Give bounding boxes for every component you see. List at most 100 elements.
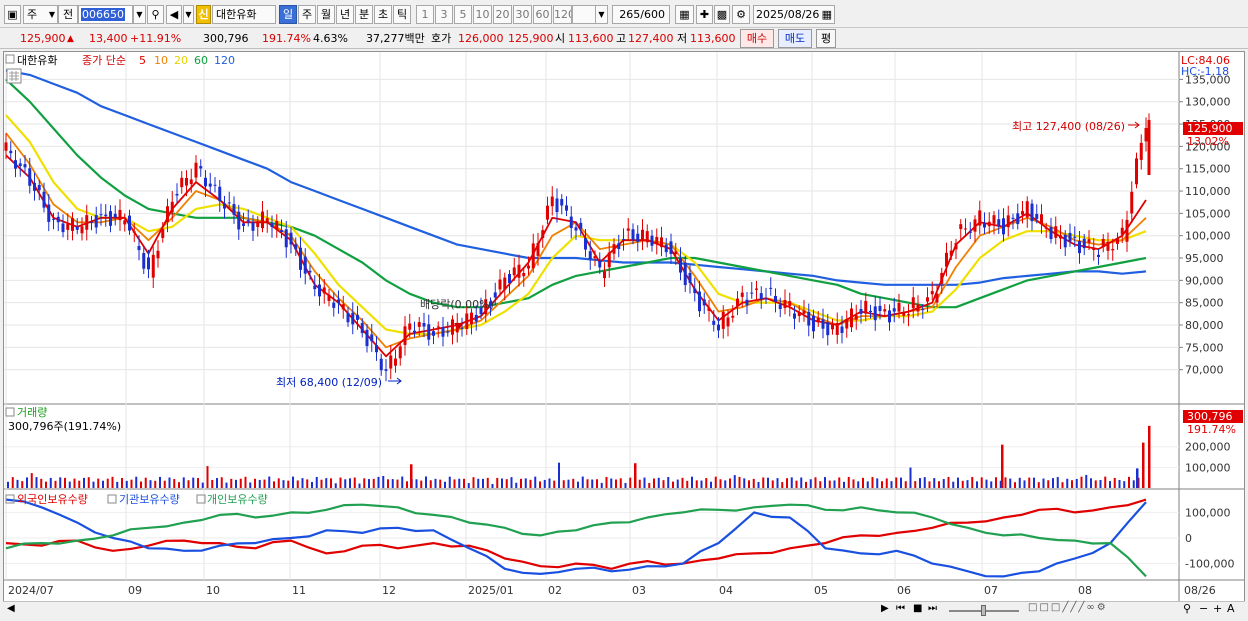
candle-body — [118, 209, 122, 221]
period-tab[interactable]: 분 — [355, 5, 373, 24]
scroll-left-icon[interactable]: ◀ — [7, 603, 15, 614]
candle-body — [322, 287, 326, 294]
volume-badge — [1183, 410, 1243, 423]
period-tab[interactable]: 일 — [279, 5, 297, 24]
chart-area[interactable]: 135,000130,000125,000120,000115,000110,0… — [3, 51, 1245, 602]
window-icon[interactable]: ▣ — [4, 5, 21, 24]
minute-dropdown-icon[interactable]: ▼ — [595, 5, 608, 24]
axis-labels: 135,000130,000125,000120,000115,000110,0… — [8, 73, 1234, 597]
period-tab[interactable]: 초 — [374, 5, 392, 24]
xaxis-label: 08/26 — [1184, 584, 1216, 597]
candle-body — [788, 301, 792, 306]
volume-bar — [277, 478, 280, 488]
minute-tab[interactable]: 30 — [513, 5, 532, 24]
volume-bar — [301, 478, 304, 488]
high-label: 고 — [616, 32, 627, 45]
calendar-icon[interactable]: ▦ — [821, 8, 832, 21]
candle-type-icon[interactable]: ▦ — [675, 5, 694, 24]
zoom-in-icon[interactable]: + — [1213, 602, 1223, 615]
volume-bar — [102, 480, 104, 488]
candle-body — [318, 284, 321, 297]
date-field[interactable]: 2025/08/26 ▦ — [753, 5, 835, 24]
candle-body — [1021, 211, 1024, 215]
zoom-search-icon[interactable]: ⚲ — [1183, 602, 1192, 615]
volume-bar — [458, 478, 461, 488]
candle-body — [218, 186, 222, 202]
candle-body — [1130, 191, 1134, 214]
drawing-tools-icons[interactable]: □□□╱╱╱∞⚙ — [1028, 602, 1108, 613]
candle-body — [565, 205, 568, 211]
market-select[interactable]: 주 ▼ — [23, 5, 58, 24]
zoom-out-icon[interactable]: − — [1199, 602, 1209, 615]
speaker-dropdown-icon[interactable]: ▼ — [183, 5, 194, 24]
volume-bar — [463, 478, 465, 488]
candle-body — [1044, 227, 1048, 229]
minute-tab[interactable]: 1 — [416, 5, 434, 24]
gear-icon[interactable]: ⚙ — [732, 5, 750, 24]
volume-last-bar — [1148, 425, 1151, 488]
stop-icon[interactable]: ■ — [913, 603, 923, 614]
zoom-slider-thumb[interactable] — [981, 605, 986, 616]
eval-button[interactable]: 평 — [816, 29, 836, 48]
volume-bar — [819, 481, 822, 488]
period-tab[interactable]: 월 — [317, 5, 335, 24]
volume-bar — [482, 478, 484, 488]
volume-ratio: 191.74% — [262, 32, 311, 45]
volume-bar — [491, 484, 494, 488]
minute-tab[interactable]: 5 — [454, 5, 472, 24]
code-input[interactable]: 006650 — [78, 5, 133, 24]
volume-bar — [1033, 477, 1035, 488]
volume-bar — [244, 476, 247, 488]
candle-body — [1111, 249, 1115, 251]
period-tab[interactable]: 주 — [298, 5, 316, 24]
volume-bar — [653, 478, 655, 488]
volume-bar — [420, 480, 423, 488]
minute-tab[interactable]: 120 — [553, 5, 572, 24]
ma5-legend: 5 — [139, 54, 146, 67]
candle-body — [489, 301, 492, 306]
volume-bar — [1118, 479, 1121, 488]
code-dropdown-icon[interactable]: ▼ — [133, 5, 146, 24]
sell-button[interactable]: 매도 — [778, 29, 812, 48]
minute-tab[interactable]: 20 — [493, 5, 512, 24]
first-icon[interactable]: ⏮ — [896, 603, 905, 614]
candle-body — [313, 285, 317, 290]
minute-tab[interactable]: 10 — [473, 5, 492, 24]
candle-body — [503, 277, 507, 290]
up-arrow-icon: ▲ — [67, 34, 74, 44]
volume-spike-bar — [1001, 444, 1004, 488]
period-tab[interactable]: 틱 — [393, 5, 411, 24]
chart-scrollbar[interactable]: ◀ ▶ ⏮ ■ ⏭ □□□╱╱╱∞⚙ ⚲ − + A — [3, 601, 1245, 618]
last-icon[interactable]: ⏭ — [928, 603, 937, 614]
candle-body — [1049, 227, 1053, 240]
candle-body — [617, 243, 621, 250]
volume-bar — [35, 477, 38, 488]
speaker-icon[interactable]: ◀ — [166, 5, 182, 24]
volume-current: 300,796주(191.74%) — [8, 420, 121, 433]
volume-bar — [83, 477, 85, 488]
search-icon[interactable]: ⚲ — [147, 5, 164, 24]
text-size-icon[interactable]: A — [1227, 602, 1235, 615]
candle-body — [460, 327, 464, 329]
minute-tab[interactable]: 3 — [435, 5, 453, 24]
ma20-legend: 20 — [174, 54, 188, 67]
stock-name[interactable]: 대한유화 — [212, 5, 276, 24]
candle-body — [199, 166, 203, 169]
volume-badge-text: 300,796 — [1187, 410, 1233, 423]
scroll-right-icon[interactable]: ▶ — [881, 603, 889, 614]
volume-bar — [1066, 478, 1069, 488]
prev-button[interactable]: 전 — [58, 5, 78, 24]
candle-body — [413, 330, 416, 333]
save-icon[interactable]: ▩ — [714, 5, 730, 24]
buy-button[interactable]: 매수 — [740, 29, 774, 48]
candle-body — [793, 313, 796, 319]
candle-body — [280, 230, 283, 232]
volume-bar — [790, 477, 793, 488]
investor-ytick-label: -100,000 — [1185, 558, 1234, 571]
period-tab[interactable]: 년 — [336, 5, 354, 24]
volume-bar — [961, 480, 964, 488]
count-field[interactable]: 265/600 — [612, 5, 670, 24]
crosshair-icon[interactable]: ✚ — [696, 5, 713, 24]
candle-body — [284, 229, 288, 248]
minute-tab[interactable]: 60 — [533, 5, 552, 24]
